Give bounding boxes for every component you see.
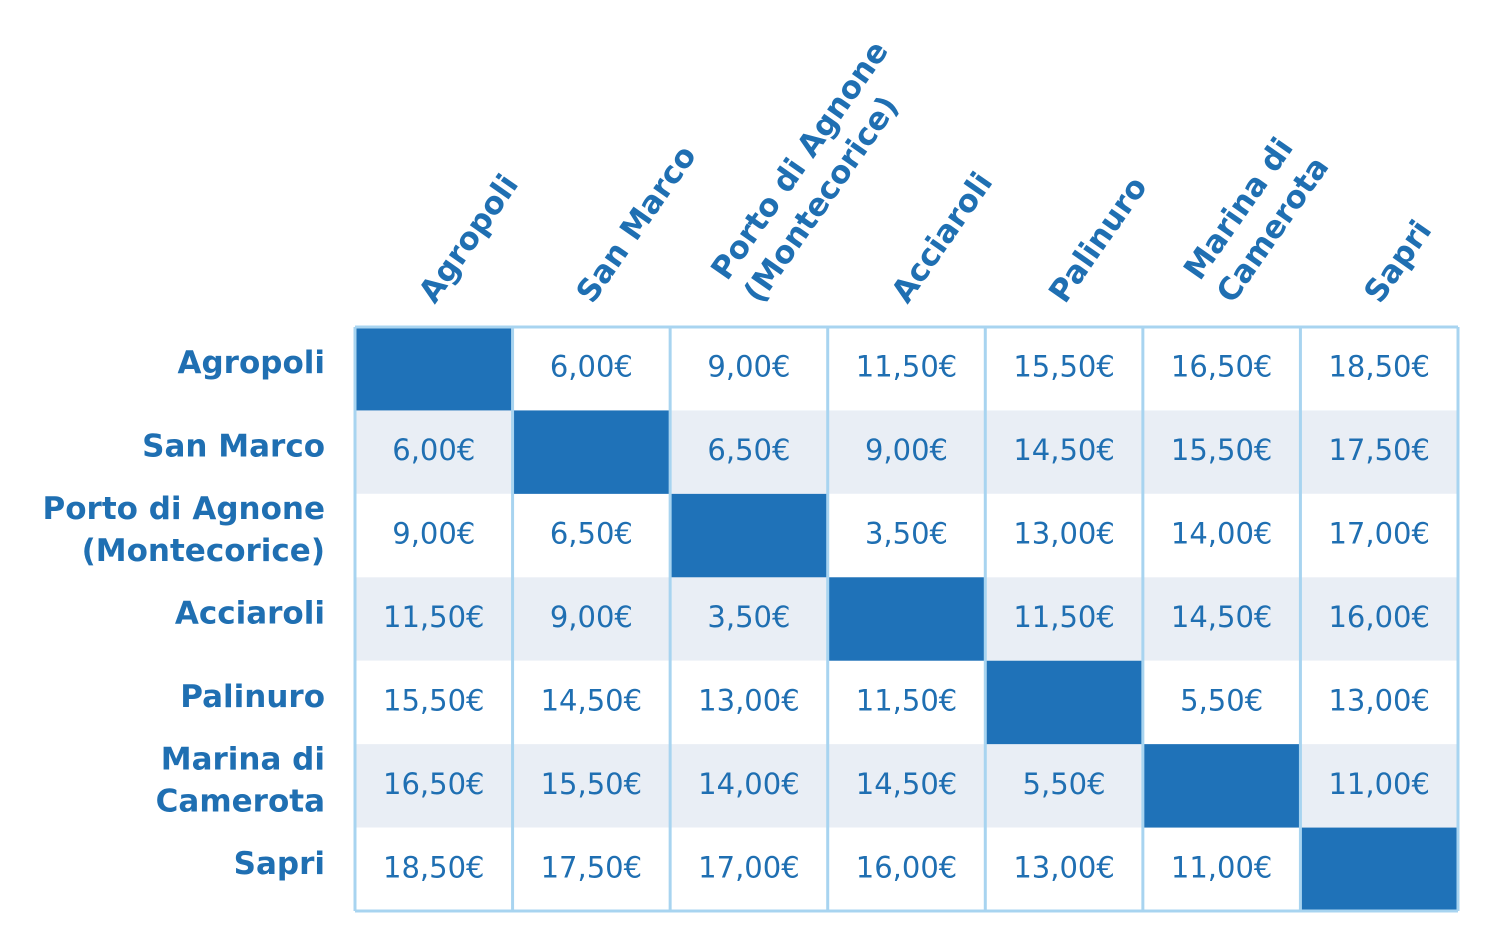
price: 17,00€ (1328, 517, 1429, 551)
price: 13,00€ (1328, 683, 1429, 717)
row-background (355, 493, 1458, 578)
row-label: (Montecorice) (82, 533, 325, 569)
price: 17,50€ (1328, 433, 1429, 467)
price: 5,50€ (1023, 767, 1106, 801)
price: 9,00€ (707, 350, 790, 384)
column-label: Agropoli (412, 168, 526, 309)
price: 9,00€ (865, 433, 948, 467)
column-header: Sapri (1357, 214, 1439, 309)
price: 11,50€ (383, 600, 484, 634)
row-background (355, 660, 1458, 745)
row-label: Marina di (161, 741, 325, 777)
row-background (355, 827, 1458, 911)
price: 3,50€ (707, 600, 790, 634)
price: 6,00€ (550, 350, 633, 384)
column-label: Acciaroli (885, 166, 1001, 310)
price: 16,50€ (383, 767, 484, 801)
row-background (355, 327, 1458, 411)
price: 17,00€ (698, 850, 799, 884)
diagonal-cell (1300, 827, 1458, 911)
price: 11,00€ (1328, 767, 1429, 801)
price: 16,50€ (1171, 350, 1272, 384)
price: 14,00€ (1171, 517, 1272, 551)
diagonal-cell (355, 327, 513, 411)
column-header: San Marco (569, 139, 703, 309)
price: 9,00€ (392, 517, 475, 551)
column-label: Palinuro (1042, 170, 1155, 309)
price: 16,00€ (1328, 600, 1429, 634)
price: 15,50€ (1013, 350, 1114, 384)
price: 18,50€ (383, 850, 484, 884)
price: 11,50€ (856, 683, 957, 717)
row-label: Sapri (234, 846, 325, 882)
diagonal-cell (827, 577, 986, 661)
column-header: Acciaroli (885, 166, 1001, 310)
price: 13,00€ (698, 683, 799, 717)
column-header: Porto di Agnone(Montecorice) (704, 34, 906, 309)
price: 3,50€ (865, 517, 948, 551)
price: 17,50€ (541, 850, 642, 884)
column-header: Palinuro (1042, 170, 1155, 309)
row-label: Agropoli (177, 345, 325, 381)
price: 5,50€ (1180, 683, 1263, 717)
price: 18,50€ (1328, 350, 1429, 384)
price: 14,50€ (1171, 600, 1272, 634)
price: 15,50€ (541, 767, 642, 801)
price: 15,50€ (383, 683, 484, 717)
price: 15,50€ (1171, 433, 1272, 467)
price: 16,00€ (856, 850, 957, 884)
diagonal-cell (985, 660, 1143, 745)
price: 13,00€ (1013, 850, 1114, 884)
column-label: Sapri (1357, 214, 1439, 309)
diagonal-cell (1142, 744, 1301, 828)
column-label: San Marco (569, 139, 703, 309)
price: 6,50€ (550, 517, 633, 551)
price: 6,00€ (392, 433, 475, 467)
row-label: Acciaroli (175, 596, 325, 632)
price: 11,50€ (856, 350, 957, 384)
row-label: Porto di Agnone (43, 491, 325, 527)
price: 13,00€ (1013, 517, 1114, 551)
price: 11,50€ (1013, 600, 1114, 634)
price: 6,50€ (707, 433, 790, 467)
column-header: Agropoli (412, 168, 526, 309)
price: 14,50€ (856, 767, 957, 801)
diagonal-cell (512, 410, 671, 494)
row-label: San Marco (142, 429, 325, 465)
row-label: Palinuro (180, 679, 325, 715)
price: 14,50€ (541, 683, 642, 717)
diagonal-cell (670, 493, 828, 578)
row-label: Camerota (156, 783, 325, 819)
price: 9,00€ (550, 600, 633, 634)
price: 14,50€ (1013, 433, 1114, 467)
price: 14,00€ (698, 767, 799, 801)
price: 11,00€ (1171, 850, 1272, 884)
